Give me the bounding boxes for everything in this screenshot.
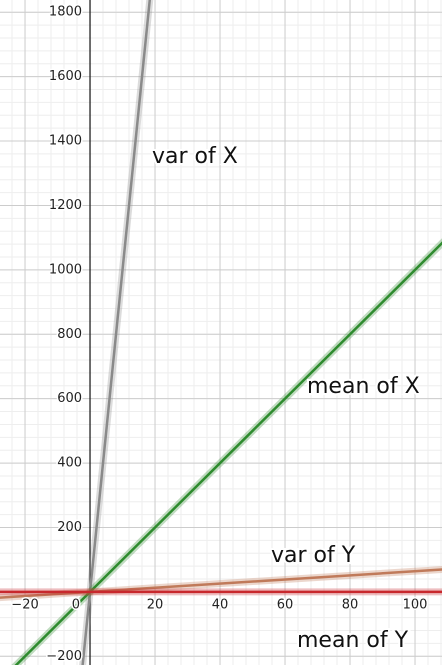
x-tick-label: 60 <box>277 597 294 612</box>
series-line <box>81 0 152 665</box>
y-tick-label: 1600 <box>49 69 82 84</box>
x-tick-label: 20 <box>147 597 164 612</box>
x-tick-label: 100 <box>403 597 428 612</box>
x-tick-label: 40 <box>212 597 229 612</box>
y-tick-label: 1800 <box>49 5 82 20</box>
x-tick-label: 0 <box>72 597 80 612</box>
y-tick-label: 1200 <box>49 198 82 213</box>
y-tick-label: −200 <box>46 649 82 664</box>
y-tick-label: 1000 <box>49 262 82 277</box>
y-tick-label: 400 <box>57 456 82 471</box>
y-tick-label: 200 <box>57 520 82 535</box>
y-tick-label: 1400 <box>49 134 82 149</box>
y-tick-label: 600 <box>57 391 82 406</box>
x-tick-label: 80 <box>342 597 359 612</box>
series-label: mean of Y <box>297 628 409 653</box>
y-tick-label: 800 <box>57 327 82 342</box>
x-tick-label: −20 <box>11 597 38 612</box>
series-label: var of Y <box>271 543 356 568</box>
series-label: mean of X <box>307 374 420 399</box>
series-line <box>14 241 442 665</box>
labels: −20 0 20 40 60 80 100−200200400600800100012001… <box>10 3 429 665</box>
series-label: var of X <box>152 144 238 169</box>
